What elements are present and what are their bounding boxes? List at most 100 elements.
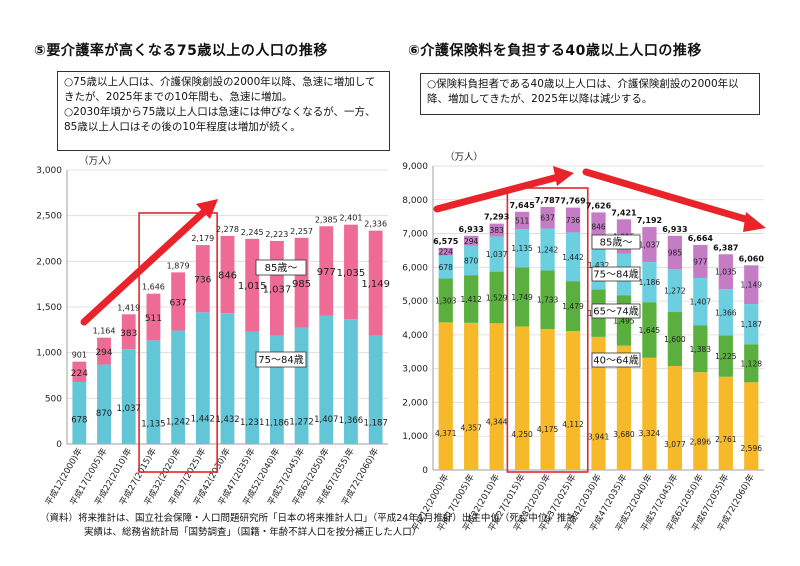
y-tick-label: 3,000 [36, 166, 62, 176]
value-label-40-64: 4,250 [511, 430, 533, 439]
value-label-total: 2,385 [315, 215, 338, 224]
value-label-75-84: 1,366 [715, 308, 737, 317]
bar-segment [514, 211, 530, 230]
y-tick-label: 1,000 [36, 349, 62, 359]
footer-line-2: 実績は、総務省統計局「国勢調査」（国籍・年齢不詳人口を按分補正した人口） [84, 527, 422, 538]
value-label-85plus: 1,149 [741, 281, 763, 290]
left-notes-box: ○75歳以上人口は、介護保険創設の2000年以降、急速に増加してきたが、2025… [57, 71, 390, 151]
value-label-75-84: 1,407 [314, 415, 338, 425]
value-label-total: 2,401 [340, 214, 363, 223]
bar-segment [565, 331, 581, 470]
bar-segment [438, 322, 453, 470]
value-label-85plus: 977 [693, 257, 708, 266]
legend-label: 75～84歳 [593, 269, 638, 281]
y-tick-label: 500 [45, 394, 62, 404]
value-label-65-74: 1,749 [511, 293, 533, 302]
value-label-total: 1,419 [117, 303, 140, 312]
bar-segment [667, 235, 683, 270]
value-label-75-84: 1,432 [215, 415, 239, 425]
y-tick-label: 9,000 [402, 162, 428, 172]
y-tick-label: 1,500 [36, 303, 62, 313]
bar-segment [195, 245, 210, 313]
value-label-75-84: 678 [71, 415, 87, 425]
value-label-65-74: 1,645 [639, 326, 661, 335]
value-label-40-64: 3,324 [639, 429, 661, 438]
value-label-75-84: 1,366 [339, 416, 363, 426]
bar-segment [744, 304, 759, 345]
y-tick-label: 5,000 [402, 297, 428, 307]
bar-segment [667, 366, 683, 470]
bar-segment [121, 349, 136, 444]
bar-segment [616, 345, 632, 470]
value-label-85plus: 383 [489, 226, 504, 235]
value-label-total: 7,769 [560, 197, 586, 206]
value-label-85plus: 511 [145, 314, 162, 324]
bar-segment [591, 212, 606, 241]
value-label-75-84: 1,231 [240, 418, 264, 428]
y-tick-label: 4,000 [402, 331, 428, 341]
bar-segment [744, 382, 759, 470]
value-label-40-64: 4,357 [460, 423, 482, 432]
value-label-85plus: 736 [566, 216, 581, 225]
value-label-75-84: 1,242 [537, 245, 559, 254]
value-label-40-64: 2,761 [715, 435, 737, 444]
bar-segment [514, 267, 530, 327]
legend-box [591, 303, 641, 319]
value-label-85plus: 294 [464, 237, 479, 246]
legend-label: 85歳～ [600, 237, 633, 249]
right-notes-box: ○保険料負担者である40歳以上人口は、介護保険創設の2000年以降、増加してきた… [420, 73, 760, 115]
value-label-65-74: 1,733 [537, 296, 559, 305]
bar-segment [667, 269, 683, 313]
value-label-total: 2,245 [241, 228, 264, 237]
value-label-85plus: 985 [668, 248, 683, 257]
value-label-75-84: 1,186 [265, 419, 289, 429]
value-label-total: 901 [72, 351, 87, 360]
right-chart-title: ⑥介護保険料を負担する40歳以上人口の推移 [408, 43, 702, 59]
value-label-85plus: 1,037 [263, 284, 292, 295]
value-label-75-84: 1,037 [117, 404, 141, 414]
bar-segment [171, 330, 186, 444]
value-label-65-74: 1,479 [562, 302, 584, 311]
value-label-65-74: 1,128 [741, 359, 763, 368]
bar-segment [693, 372, 708, 470]
bar-segment [514, 229, 530, 268]
value-label-85plus: 846 [591, 223, 606, 232]
value-label-85plus: 637 [540, 214, 555, 223]
value-label-total: 1,164 [93, 327, 116, 336]
value-label-65-74: 1,383 [690, 345, 712, 354]
bar-segment [319, 226, 334, 316]
y-tick-label: 2,500 [36, 212, 62, 222]
value-label-total: 1,879 [167, 261, 190, 270]
value-label-40-64: 4,175 [537, 425, 559, 434]
legend-box [591, 352, 641, 368]
value-label-85plus: 1,149 [361, 279, 390, 290]
bar-segment [146, 340, 161, 444]
value-label-75-84: 1,135 [511, 244, 533, 253]
bar-segment [464, 275, 479, 323]
bar-segment [121, 314, 136, 350]
value-label-total: 6,664 [688, 234, 714, 243]
value-label-40-64: 3,077 [664, 440, 686, 449]
value-label-85plus: 985 [292, 279, 311, 290]
bar-segment [195, 312, 210, 444]
bar-segment [693, 244, 708, 278]
y-tick-label: 0 [56, 440, 62, 450]
y-tick-label: 6,000 [402, 263, 428, 273]
value-label-75-84: 870 [464, 256, 479, 265]
value-label-65-74: 1,412 [460, 295, 482, 304]
y-tick-label: 2,000 [402, 398, 428, 408]
bar-segment [693, 325, 708, 373]
bar-segment [489, 271, 504, 324]
bar-segment [718, 289, 733, 336]
bar-segment [718, 335, 733, 377]
y-tick-label: 2,000 [36, 257, 62, 267]
bar-segment [171, 272, 186, 331]
value-label-75-84: 1,037 [486, 250, 508, 259]
value-label-total: 2,179 [191, 234, 214, 243]
value-label-85plus: 1,015 [238, 281, 267, 292]
value-label-40-64: 4,371 [435, 429, 457, 438]
value-label-75-84: 1,135 [141, 419, 165, 429]
value-label-75-84: 678 [439, 263, 454, 272]
value-label-75-84: 1,187 [363, 419, 387, 429]
